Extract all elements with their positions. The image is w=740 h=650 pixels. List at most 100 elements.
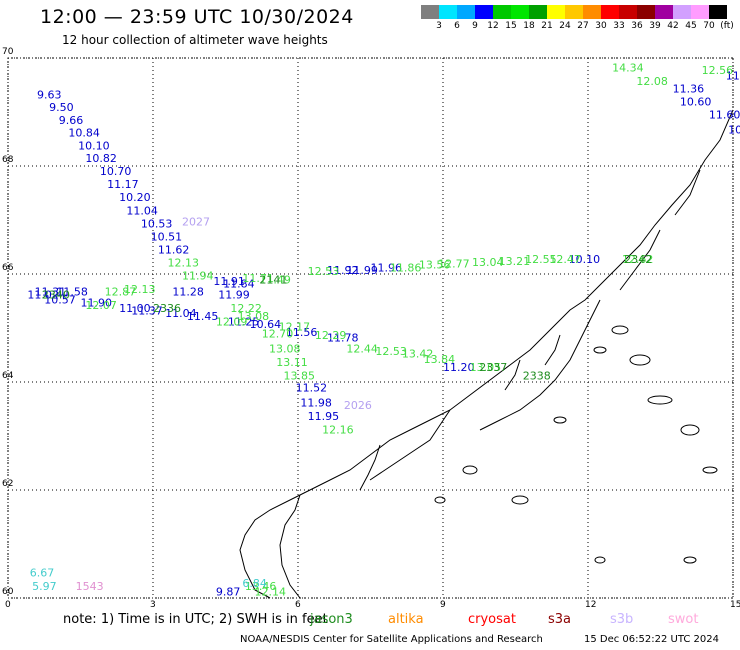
wave-height-label: 12.16 bbox=[322, 423, 354, 436]
note-label: note: bbox=[63, 612, 97, 627]
wave-height-label: 12.70 bbox=[262, 328, 294, 341]
coast-island bbox=[702, 466, 718, 474]
y-tick-label: 62 bbox=[2, 479, 14, 489]
color-swatch bbox=[511, 5, 529, 19]
coast-island bbox=[683, 556, 697, 564]
wave-height-label: 1543 bbox=[76, 580, 104, 593]
wave-height-label: 10.64 bbox=[250, 318, 282, 331]
coast-island bbox=[647, 395, 673, 405]
wave-height-label: 10.60 bbox=[680, 96, 712, 109]
map-grid bbox=[7, 57, 734, 599]
color-swatch bbox=[529, 5, 547, 19]
coastline-segment bbox=[359, 444, 381, 491]
wave-height-label: 12.13 bbox=[124, 283, 156, 296]
wave-height-label: 6.84 bbox=[242, 577, 267, 590]
coastline-segment bbox=[544, 334, 561, 366]
color-scale-label: 45 bbox=[685, 21, 697, 31]
y-tick-label: 70 bbox=[2, 47, 14, 57]
wave-height-label: 11.25 bbox=[228, 315, 260, 328]
y-tick-label: 68 bbox=[2, 155, 14, 165]
color-swatch bbox=[583, 5, 601, 19]
wave-height-label: 13.05 bbox=[470, 361, 502, 374]
generated-time: 15 Dec 06:52:22 UTC 2024 bbox=[584, 634, 719, 645]
color-scale-label: 39 bbox=[649, 21, 661, 31]
color-swatch bbox=[691, 5, 709, 19]
wave-height-label: 12.29 bbox=[315, 329, 347, 342]
wave-height-label: 2026 bbox=[344, 399, 372, 412]
coast-island bbox=[594, 556, 606, 564]
color-scale-label: 6 bbox=[454, 21, 460, 31]
wave-height-label: 12.22 bbox=[230, 302, 261, 315]
color-swatch bbox=[637, 5, 655, 19]
wave-height-label: 13.04 bbox=[472, 256, 504, 269]
wave-height-label: 12.55 bbox=[525, 253, 557, 266]
color-swatch bbox=[547, 5, 565, 19]
coastline-segment bbox=[279, 494, 301, 599]
wave-height-label: 9.87 bbox=[216, 585, 241, 598]
x-tick-label: 12 bbox=[585, 600, 597, 610]
wave-height-label: 13.56 bbox=[419, 259, 451, 272]
wave-height-label: 10 bbox=[728, 124, 740, 137]
wave-height-label: 11.96 bbox=[371, 261, 403, 274]
color-scale-swatches bbox=[421, 5, 727, 19]
color-scale-label: 24 bbox=[559, 21, 571, 31]
coast-island bbox=[593, 346, 607, 354]
color-scale-label: 36 bbox=[631, 21, 643, 31]
wave-height-label: 12.17 bbox=[279, 321, 311, 334]
coastline-segment bbox=[504, 359, 521, 391]
wave-height-label: 10.84 bbox=[68, 126, 100, 139]
wave-height-label: 11.02 bbox=[27, 288, 59, 301]
wave-height-label: 11.17 bbox=[107, 178, 139, 191]
color-swatch bbox=[475, 5, 493, 19]
wave-height-label: 11.78 bbox=[327, 332, 359, 345]
x-tick-label: 0 bbox=[5, 600, 11, 610]
wave-height-label: 13.21 bbox=[499, 255, 531, 268]
wave-height-label: 12.62 bbox=[622, 253, 654, 266]
note-text: note: 1) Time is in UTC; 2) SWH is in fe… bbox=[63, 612, 328, 627]
wave-height-label: 2340 bbox=[42, 288, 70, 301]
wave-height-label: 11.91 bbox=[213, 275, 245, 288]
wave-height-label: 10.70 bbox=[100, 165, 132, 178]
y-tick-label: 64 bbox=[2, 371, 14, 381]
wave-height-label: 11.95 bbox=[308, 410, 340, 423]
color-swatch bbox=[619, 5, 637, 19]
legend-item-altika: altika bbox=[388, 612, 424, 627]
color-scale-label: (ft) bbox=[720, 21, 734, 31]
wave-height-label: 11.04 bbox=[126, 205, 157, 218]
coast-island bbox=[629, 354, 651, 366]
wave-height-label: 11.00 bbox=[119, 302, 150, 315]
map-frame bbox=[7, 57, 734, 599]
coast-island bbox=[511, 495, 529, 505]
page-title: 12:00 — 23:59 UTC 10/30/2024 bbox=[40, 6, 354, 28]
wave-height-label: 11.36 bbox=[673, 83, 705, 96]
coastline-segment bbox=[674, 169, 701, 216]
wave-height-label: 2338 bbox=[523, 369, 551, 382]
wave-height-label: 11.94 bbox=[182, 269, 214, 282]
wave-height-label: 9.63 bbox=[37, 89, 62, 102]
color-scale-label: 33 bbox=[613, 21, 625, 31]
wave-height-label: 13.42 bbox=[402, 348, 434, 361]
wave-height-label: 11.28 bbox=[172, 286, 204, 299]
color-scale-label: 3 bbox=[436, 21, 442, 31]
x-tick-label: 15 bbox=[730, 600, 740, 610]
wave-height-label: 10.53 bbox=[141, 218, 173, 231]
wave-height-label: 12.53 bbox=[308, 265, 340, 278]
coast-island bbox=[462, 465, 478, 475]
y-tick-label: 66 bbox=[2, 263, 14, 273]
color-scale-label: 12 bbox=[487, 21, 499, 31]
wave-height-label: 2336 bbox=[153, 302, 181, 315]
color-scale-label: 9 bbox=[472, 21, 478, 31]
wave-height-label: 10.10 bbox=[569, 253, 601, 266]
color-scale-label: 15 bbox=[505, 21, 517, 31]
wave-height-label: 11.49 bbox=[259, 274, 291, 287]
wave-height-label: 10.20 bbox=[119, 191, 150, 204]
x-tick-label: 3 bbox=[150, 600, 156, 610]
color-scale-label: 21 bbox=[541, 21, 553, 31]
legend-item-swot: swot bbox=[668, 612, 699, 627]
coastline-segment bbox=[619, 229, 661, 291]
wave-height-label: 11.99 bbox=[346, 264, 378, 277]
wave-height-label: 11.20 bbox=[443, 361, 475, 374]
wave-height-label: 11.04 bbox=[165, 307, 197, 320]
color-scale-label: 30 bbox=[595, 21, 607, 31]
